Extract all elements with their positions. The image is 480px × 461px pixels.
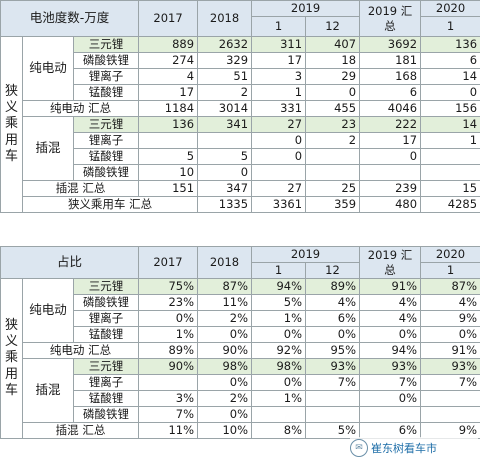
watermark: ✉ 崔东树看车市: [350, 437, 478, 459]
col-year-2019: 2019: [251, 246, 360, 263]
group-phev: 插混: [22, 116, 74, 181]
battery-share-table: 占比 2017 2018 2019 2019 汇总 2020 1 12 1 狭义…: [0, 246, 480, 439]
table-row: 磷酸铁锂 23% 11% 5% 4% 4% 4%: [1, 294, 480, 311]
col-month-12: 12: [305, 262, 360, 279]
watermark-text: 崔东树看车市: [371, 442, 437, 455]
table-row-subtotal: 插混 汇总 11% 10% 8% 5% 6% 9%: [1, 422, 480, 439]
col-2019-total: 2019 汇总: [359, 246, 421, 279]
col-month-1: 1: [251, 16, 307, 37]
col-year-2018: 2018: [197, 246, 252, 279]
col-2020-month-1: 1: [420, 262, 480, 279]
table-row-subtotal: 插混 汇总 151 347 27 25 239 15: [1, 180, 480, 197]
table-row: 狭义乘用车 纯电动 三元锂 889 2632 311 407 3692 136: [0, 36, 480, 213]
col-2019-total: 2019 汇总: [359, 0, 422, 37]
table-row: 插混 三元锂 136 341 27 23 222 14: [1, 116, 480, 181]
battery-energy-table: 电池度数-万度 2017 2018 2019 2019 汇总 2020 1 12…: [0, 0, 480, 213]
table-row-subtotal: 纯电动 汇总 1184 3014 331 455 4046 156: [1, 100, 480, 117]
table-row: 狭义乘用车 纯电动 三元锂 75% 87% 94% 89% 91% 87%: [0, 278, 480, 439]
col-month-1: 1: [251, 262, 306, 279]
table-row: 锰酸锂 17 2 1 0 6 0: [1, 84, 480, 101]
col-year-2019: 2019: [251, 0, 361, 17]
col-month-12: 12: [305, 16, 361, 37]
group-ev: 纯电动: [22, 278, 74, 343]
table-row-total: 狭义乘用车 汇总 1335 3361 359 480 4285 171: [1, 196, 480, 213]
table-row: 锰酸锂 5 5 0 0: [1, 148, 480, 165]
category-label: 狭义乘用车: [0, 278, 23, 439]
col-year-2020: 2020: [420, 0, 480, 17]
table-title: 占比: [0, 246, 139, 279]
table-row: 插混 三元锂 90% 98% 98% 93% 93% 93%: [1, 358, 480, 423]
category-label: 狭义乘用车: [0, 36, 23, 213]
col-year-2017: 2017: [138, 246, 198, 279]
table-title: 电池度数-万度: [0, 0, 140, 37]
col-2020-month-1: 1: [420, 16, 480, 37]
col-year-2018: 2018: [197, 0, 253, 37]
table-row: 锰酸锂 3% 2% 1% 0%: [1, 390, 480, 407]
group-ev: 纯电动: [22, 36, 74, 101]
col-year-2017: 2017: [138, 0, 199, 37]
group-phev: 插混: [22, 358, 74, 423]
table-row-subtotal: 纯电动 汇总 89% 90% 92% 95% 94% 91%: [1, 342, 480, 359]
wechat-icon: ✉: [350, 439, 368, 457]
col-year-2020: 2020: [420, 246, 480, 263]
